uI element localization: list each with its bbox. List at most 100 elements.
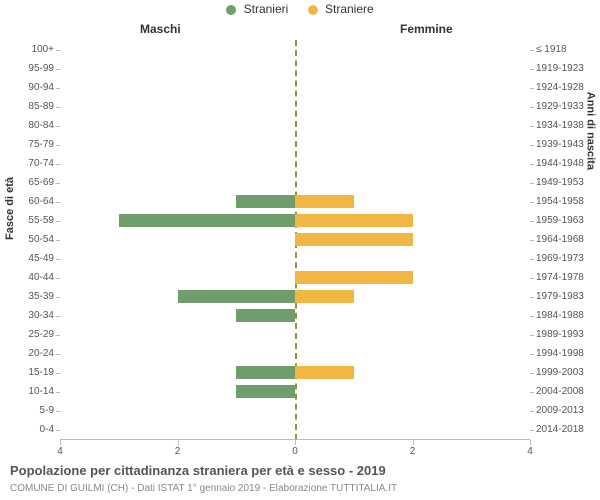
tick-left: [56, 335, 60, 336]
y-axis-title-left: Fasce di età: [4, 177, 16, 240]
tick-right: [530, 316, 534, 317]
bar-male: [119, 214, 295, 227]
age-row: 70-741944-1948: [60, 154, 530, 173]
age-label: 20-24: [28, 344, 54, 363]
bar-male: [178, 290, 296, 303]
age-row: 95-991919-1923: [60, 59, 530, 78]
age-label: 100+: [31, 40, 54, 59]
tick-right: [530, 392, 534, 393]
age-row: 50-541964-1968: [60, 230, 530, 249]
chart-subtitle: COMUNE DI GUILMI (CH) - Dati ISTAT 1° ge…: [10, 483, 397, 494]
age-row: 65-691949-1953: [60, 173, 530, 192]
tick-right: [530, 373, 534, 374]
tick-left: [56, 50, 60, 51]
birth-year-label: 1959-1963: [536, 211, 584, 230]
birth-year-label: 1929-1933: [536, 97, 584, 116]
tick-left: [56, 126, 60, 127]
tick-right: [530, 354, 534, 355]
age-row: 20-241994-1998: [60, 344, 530, 363]
age-label: 45-49: [28, 249, 54, 268]
x-tick: [178, 440, 179, 445]
tick-right: [530, 259, 534, 260]
birth-year-label: 1979-1983: [536, 287, 584, 306]
population-pyramid-chart: Stranieri Straniere Maschi Femmine Fasce…: [0, 0, 600, 500]
tick-right: [530, 202, 534, 203]
age-row: 5-92009-2013: [60, 401, 530, 420]
tick-right: [530, 430, 534, 431]
tick-left: [56, 145, 60, 146]
age-label: 0-4: [40, 420, 54, 439]
x-tick-label: 2: [175, 446, 181, 457]
birth-year-label: 1924-1928: [536, 78, 584, 97]
age-row: 60-641954-1958: [60, 192, 530, 211]
tick-left: [56, 202, 60, 203]
tick-left: [56, 392, 60, 393]
legend-item-male: Stranieri: [226, 2, 288, 16]
age-row: 85-891929-1933: [60, 97, 530, 116]
bar-male: [236, 195, 295, 208]
age-label: 85-89: [28, 97, 54, 116]
birth-year-label: 2004-2008: [536, 382, 584, 401]
age-row: 80-841934-1938: [60, 116, 530, 135]
birth-year-label: 1954-1958: [536, 192, 584, 211]
age-row: 10-142004-2008: [60, 382, 530, 401]
birth-year-label: 1974-1978: [536, 268, 584, 287]
age-label: 55-59: [28, 211, 54, 230]
x-tick: [413, 440, 414, 445]
birth-year-label: 1939-1943: [536, 135, 584, 154]
legend-label-male: Stranieri: [244, 2, 289, 16]
column-header-female: Femmine: [400, 22, 453, 36]
tick-left: [56, 316, 60, 317]
x-axis: 42024: [60, 439, 530, 440]
age-label: 50-54: [28, 230, 54, 249]
age-label: 80-84: [28, 116, 54, 135]
tick-right: [530, 88, 534, 89]
bar-female: [295, 271, 413, 284]
chart-title: Popolazione per cittadinanza straniera p…: [10, 463, 386, 478]
column-header-male: Maschi: [140, 22, 181, 36]
x-tick: [295, 440, 296, 445]
tick-left: [56, 278, 60, 279]
tick-right: [530, 50, 534, 51]
birth-year-label: 2009-2013: [536, 401, 584, 420]
tick-right: [530, 107, 534, 108]
legend: Stranieri Straniere: [0, 2, 600, 16]
tick-left: [56, 164, 60, 165]
age-label: 10-14: [28, 382, 54, 401]
tick-right: [530, 335, 534, 336]
age-label: 60-64: [28, 192, 54, 211]
x-tick-label: 2: [410, 446, 416, 457]
tick-left: [56, 373, 60, 374]
tick-right: [530, 164, 534, 165]
age-label: 5-9: [40, 401, 54, 420]
tick-left: [56, 411, 60, 412]
age-row: 45-491969-1973: [60, 249, 530, 268]
age-label: 65-69: [28, 173, 54, 192]
tick-left: [56, 221, 60, 222]
bar-male: [236, 385, 295, 398]
birth-year-label: 1919-1923: [536, 59, 584, 78]
bar-male: [236, 309, 295, 322]
tick-left: [56, 354, 60, 355]
tick-right: [530, 240, 534, 241]
age-label: 35-39: [28, 287, 54, 306]
y-axis-title-right: Anni di nascita: [584, 92, 596, 170]
age-label: 95-99: [28, 59, 54, 78]
tick-left: [56, 297, 60, 298]
x-tick-label: 4: [527, 446, 533, 457]
tick-right: [530, 183, 534, 184]
tick-left: [56, 107, 60, 108]
age-row: 75-791939-1943: [60, 135, 530, 154]
birth-year-label: 2014-2018: [536, 420, 584, 439]
age-row: 0-42014-2018: [60, 420, 530, 439]
bar-female: [295, 290, 354, 303]
tick-right: [530, 411, 534, 412]
age-row: 55-591959-1963: [60, 211, 530, 230]
x-tick: [60, 440, 61, 445]
birth-year-label: 1944-1948: [536, 154, 584, 173]
bar-male: [236, 366, 295, 379]
tick-left: [56, 259, 60, 260]
plot-area: 42024 100+≤ 191895-991919-192390-941924-…: [60, 40, 530, 440]
legend-label-female: Straniere: [325, 2, 374, 16]
tick-right: [530, 69, 534, 70]
